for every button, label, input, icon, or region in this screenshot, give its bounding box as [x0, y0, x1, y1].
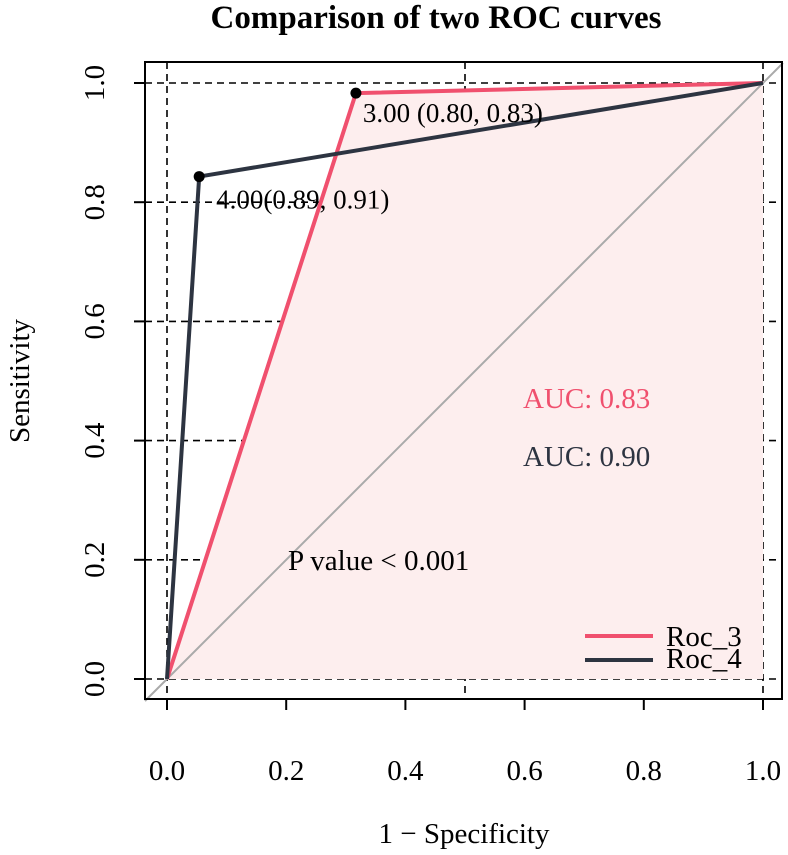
y-tick-label-4: 0.8	[79, 184, 111, 220]
reference-diagonal	[144, 62, 784, 702]
legend-label-roc3: Roc_3	[666, 621, 742, 653]
x-axis-label: 1 − Specificity	[379, 818, 550, 850]
x-tick-label-0: 0.0	[149, 755, 185, 787]
legend: Roc_3 Roc_4	[585, 621, 742, 675]
y-tick-label-5: 1.0	[79, 65, 111, 101]
x-tick-label-2: 0.4	[387, 755, 424, 787]
y-axis: 0.0 0.2 0.4 0.6 0.8 1.0	[79, 65, 145, 697]
series-lines	[165, 81, 764, 680]
threshold-label-roc4: 4.00(0.89, 0.91)	[216, 185, 389, 215]
x-tick-label-5: 1.0	[745, 755, 781, 787]
auc-label-roc4: AUC: 0.90	[523, 441, 650, 473]
y-tick-label-0: 0.0	[79, 661, 111, 697]
x-axis: 0.0 0.2 0.4 0.6 0.8 1.0	[149, 699, 781, 787]
p-value-annotation: P value < 0.001	[288, 545, 469, 577]
y-tick-label-2: 0.4	[79, 422, 111, 459]
annotations: AUC: 0.83 AUC: 0.90 P value < 0.001 3.00…	[216, 98, 650, 577]
auc-label-roc3: AUC: 0.83	[523, 383, 650, 415]
chart-title: Comparison of two ROC curves	[211, 0, 662, 36]
y-axis-label: Sensitivity	[4, 318, 36, 443]
threshold-label-roc3: 3.00 (0.80, 0.83)	[363, 98, 543, 128]
legend-label-roc4: Roc_4	[666, 643, 742, 675]
x-tick-label-3: 0.6	[506, 755, 542, 787]
plot-frame	[144, 61, 783, 700]
x-tick-label-1: 0.2	[268, 755, 304, 787]
threshold-point-roc4	[193, 171, 205, 183]
y-tick-label-1: 0.2	[79, 542, 111, 578]
x-tick-label-4: 0.8	[626, 755, 662, 787]
threshold-point-roc3	[350, 87, 362, 99]
y-tick-label-3: 0.6	[79, 303, 111, 339]
